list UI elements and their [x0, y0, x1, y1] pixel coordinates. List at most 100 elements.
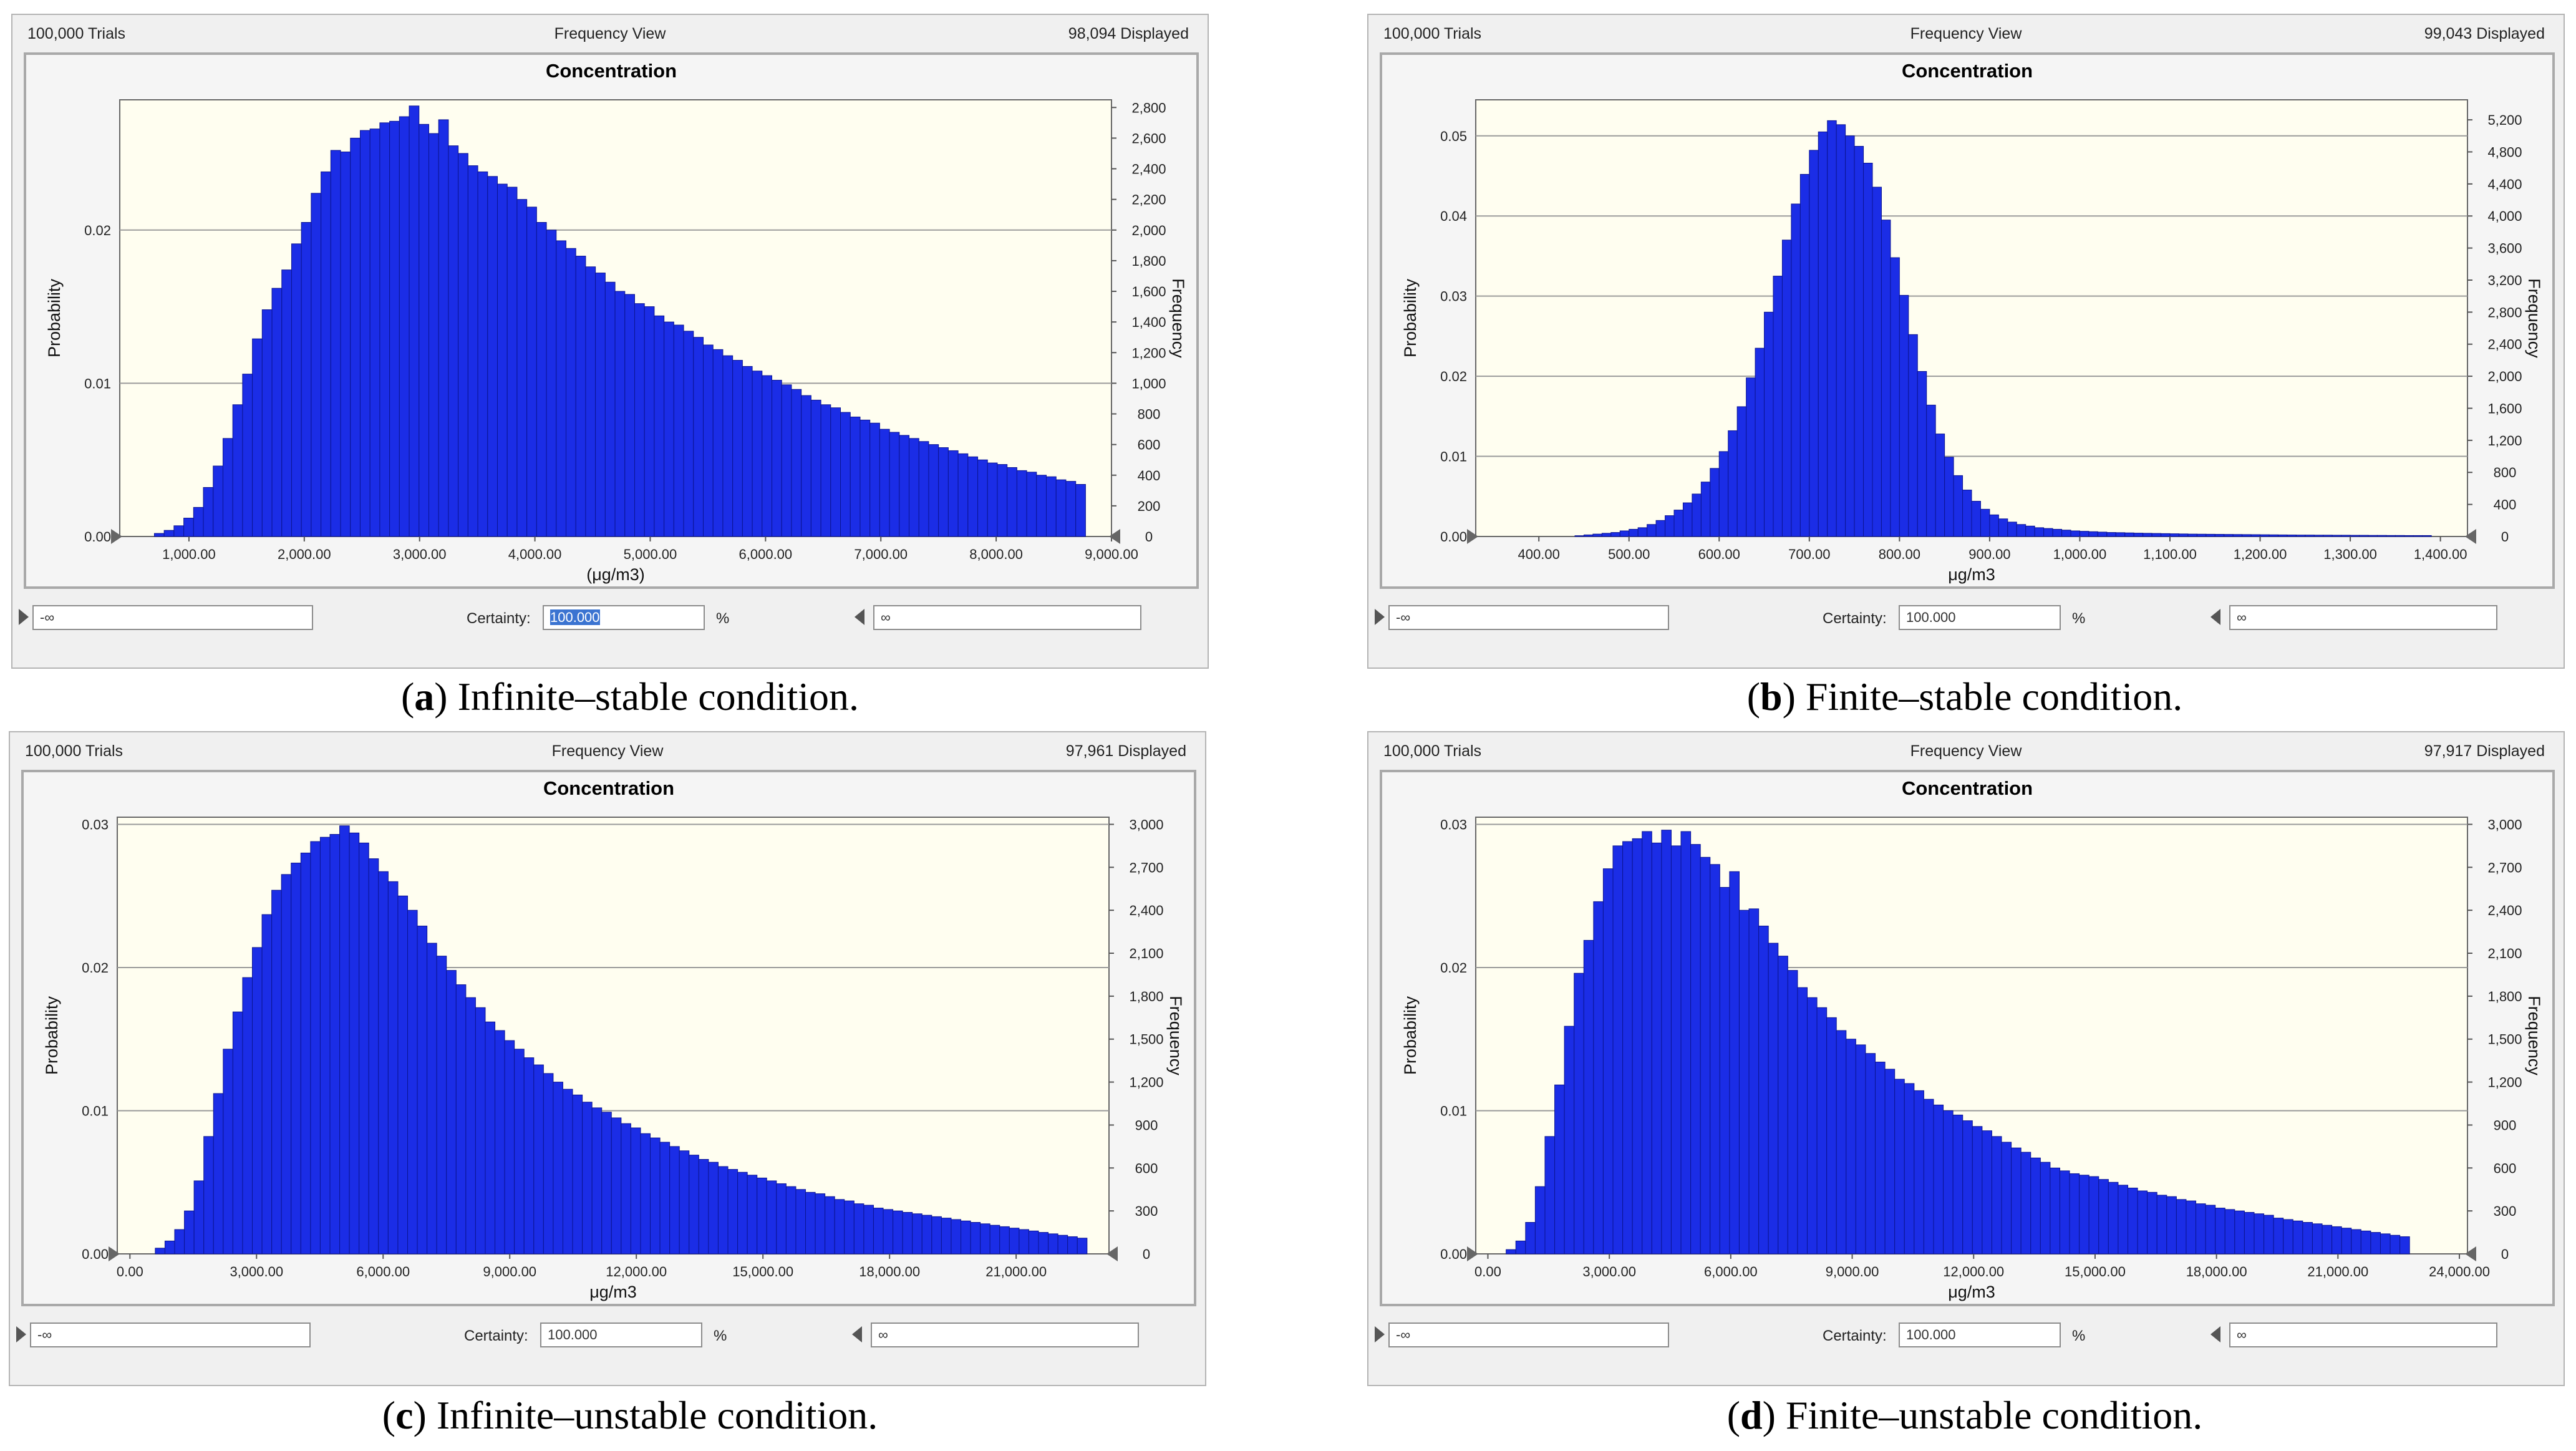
upper-grabber-icon[interactable] [852, 1326, 862, 1342]
lower-bound-input[interactable]: -∞ [32, 605, 313, 630]
histogram-bar [2052, 528, 2063, 537]
y2-tick-label: 400 [2494, 497, 2517, 513]
y2-tick-label: 2,800 [1131, 100, 1166, 115]
histogram-bar [475, 1007, 486, 1254]
lower-grabber-icon[interactable] [1375, 609, 1385, 625]
certainty-input[interactable]: 100.000 [1899, 605, 2061, 630]
histogram-bar [261, 914, 273, 1254]
histogram-bar [213, 1093, 224, 1254]
histogram-bar [869, 422, 880, 537]
displayed-count: 97,961 Displayed [1065, 742, 1186, 760]
histogram-bar [669, 1146, 680, 1254]
trials-count: 100,000 Trials [1383, 742, 1482, 760]
lower-grabber-icon[interactable] [1375, 1326, 1385, 1342]
histogram-bar [1778, 956, 1788, 1254]
histogram-bar [2088, 1176, 2099, 1254]
percent-label: % [2072, 610, 2086, 627]
histogram-bar [2186, 1200, 2197, 1254]
histogram-bar [1998, 518, 2008, 537]
lower-grabber-icon [109, 1246, 120, 1261]
upper-bound-input[interactable]: ∞ [871, 1322, 1139, 1347]
chart-frame: Concentration 0.00 0.01 0.02 0 200 400 600 800 1… [24, 52, 1199, 589]
histogram-bar [1855, 1044, 1866, 1254]
certainty-input[interactable]: 100.000 [1899, 1322, 2061, 1347]
histogram-bar [349, 832, 360, 1254]
upper-bound-input[interactable]: ∞ [873, 605, 1141, 630]
histogram-bar [853, 1203, 864, 1254]
histogram-bar [2404, 535, 2414, 537]
upper-grabber-icon[interactable] [2210, 609, 2220, 625]
histogram-bar [909, 438, 919, 537]
histogram-bar [1884, 1069, 1896, 1254]
x-tick-label: 1,000.00 [162, 546, 216, 562]
histogram-bar [693, 337, 704, 537]
x-tick-label: 6,000.00 [356, 1264, 410, 1279]
histogram-bar [757, 1177, 767, 1254]
histogram-bar [1836, 1030, 1847, 1254]
histogram-bar [1845, 135, 1855, 537]
upper-grabber-icon [2465, 1246, 2476, 1261]
histogram-bar [252, 338, 263, 537]
upper-grabber-icon[interactable] [855, 609, 864, 625]
histogram-bar [1787, 970, 1798, 1254]
histogram-bar [1619, 530, 1630, 537]
y2-tick-label: 2,200 [1131, 192, 1166, 208]
histogram-bar [1764, 311, 1774, 537]
lower-bound-input[interactable]: -∞ [1388, 605, 1669, 630]
certainty-input[interactable]: 100.000 [543, 605, 705, 630]
histogram-bar [737, 1172, 748, 1254]
histogram-bar [2359, 535, 2369, 537]
histogram-bar [889, 432, 900, 537]
histogram-bar [899, 435, 910, 537]
histogram-bar [2020, 1152, 2031, 1254]
lower-bound-input[interactable]: -∞ [1388, 1322, 1669, 1347]
histogram-bar [582, 1102, 593, 1254]
histogram-bar [1710, 864, 1720, 1254]
histogram-bar [1768, 943, 1779, 1254]
lower-grabber-icon[interactable] [19, 609, 29, 625]
histogram-bar [732, 360, 743, 537]
chart-title: Concentration [1901, 60, 2033, 82]
x-tick-label: 7,000.00 [854, 546, 908, 562]
histogram-bar [2059, 1170, 2070, 1254]
y2-tick-label: 4,800 [2487, 144, 2522, 160]
x-tick-label: 1,400.00 [2414, 546, 2467, 562]
lower-grabber-icon[interactable] [16, 1326, 26, 1342]
histogram-bar [1962, 1120, 1973, 1254]
histogram-bar [2399, 1236, 2410, 1254]
x-tick-label: 1,100.00 [2143, 546, 2197, 562]
lower-bound-input[interactable]: -∞ [30, 1322, 311, 1347]
x-tick-label: 600.00 [1698, 546, 1740, 562]
histogram-bar [465, 997, 476, 1254]
histogram-bar [417, 925, 428, 1254]
histogram-bar [2016, 524, 2026, 537]
histogram-bar [359, 130, 370, 537]
histogram-bar [1682, 502, 1693, 537]
y2-tick-label: 4,400 [2487, 177, 2522, 192]
histogram-bar [407, 910, 418, 1254]
upper-grabber-icon[interactable] [2210, 1326, 2220, 1342]
y-tick-label: 0.00 [1440, 1246, 1467, 1262]
certainty-label: Certainty: [464, 1327, 528, 1344]
upper-bound-input[interactable]: ∞ [2229, 1322, 2497, 1347]
histogram-bar [1818, 131, 1828, 537]
histogram-bar [2260, 534, 2270, 537]
y2-tick-label: 600 [2494, 1160, 2517, 1176]
y2-tick-label: 4,000 [2487, 208, 2522, 224]
histogram-bar [504, 1040, 515, 1254]
y2-tick-label: 1,200 [1131, 345, 1166, 361]
histogram-bar [938, 447, 949, 537]
histogram-bar [477, 171, 488, 537]
histogram-bar [543, 1073, 554, 1254]
histogram-bar [387, 881, 399, 1254]
histogram-bar [1799, 173, 1810, 537]
histogram-bar [2007, 522, 2017, 537]
histogram-bar [664, 321, 674, 537]
certainty-input[interactable]: 100.000 [540, 1322, 702, 1347]
histogram-bar [242, 977, 253, 1254]
histogram-bar [1807, 997, 1818, 1254]
histogram-bar [2040, 1162, 2051, 1254]
upper-bound-input[interactable]: ∞ [2229, 605, 2497, 630]
chart-window-b: 100,000 Trials Frequency View 99,043 Dis… [1367, 14, 2565, 669]
histogram-bar [722, 355, 734, 537]
